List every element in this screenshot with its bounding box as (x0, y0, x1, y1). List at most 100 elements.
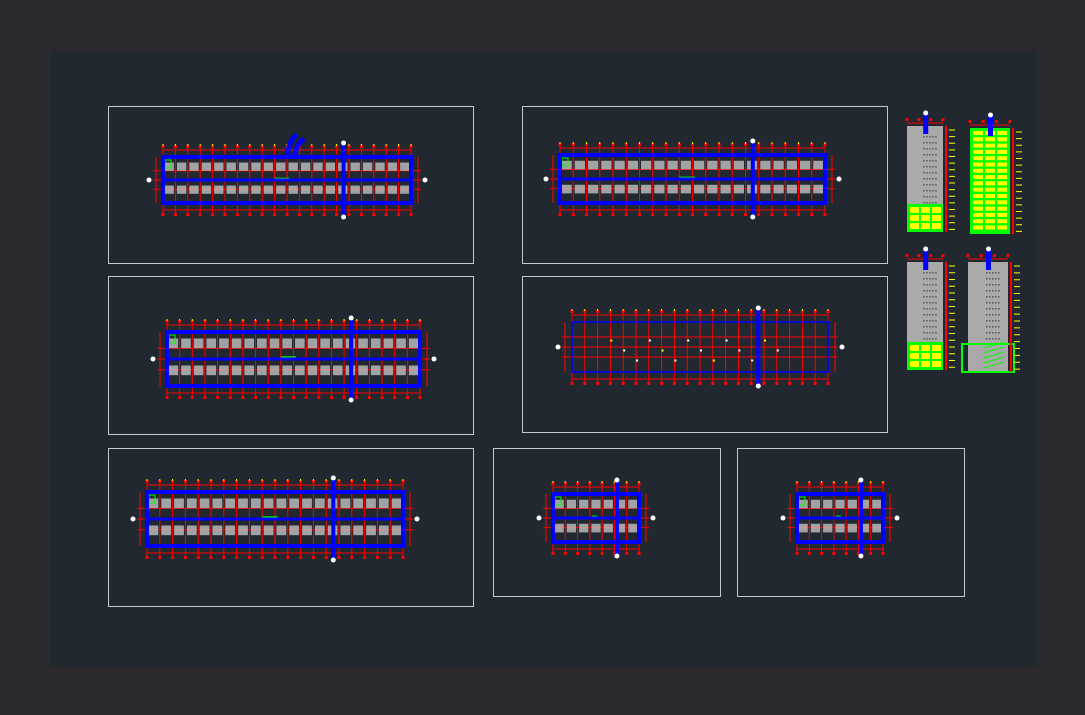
window-grid (932, 202, 934, 204)
window-grid (986, 296, 988, 298)
window-grid (995, 314, 997, 316)
axis-bubble (788, 310, 792, 313)
axis-tick (638, 481, 640, 483)
window-grid (935, 332, 937, 334)
room-furniture (276, 525, 287, 536)
axis-bubble (717, 143, 721, 146)
window-grid (935, 302, 937, 304)
axis-tick (419, 319, 421, 321)
axis-tick (338, 479, 340, 481)
column-marker (700, 349, 702, 352)
axis-bubble (359, 145, 363, 148)
window-grid (992, 314, 994, 316)
north-arrow-icon (348, 315, 354, 321)
axis-tick (784, 142, 786, 144)
axis-tick (609, 309, 611, 311)
window (973, 206, 983, 211)
axis-bubble (598, 143, 602, 146)
room-furniture (350, 185, 360, 194)
axis-bubble (600, 482, 604, 485)
axis-bubble (664, 143, 668, 146)
window (985, 137, 995, 142)
axis-bubble (596, 382, 600, 385)
axis-bubble (704, 143, 708, 146)
window (985, 219, 995, 224)
room-furniture (313, 162, 323, 171)
axis-bubble (638, 143, 641, 146)
window (973, 149, 983, 154)
window-grid (986, 278, 988, 280)
window-grid (929, 190, 931, 192)
room-furniture (176, 162, 187, 171)
window-grid (929, 326, 931, 328)
axis-bubble (165, 396, 169, 399)
window-grid (989, 338, 991, 340)
axis-bubble (324, 556, 328, 559)
window-grid (986, 326, 988, 328)
room-furniture (835, 523, 845, 533)
axis-bubble (600, 552, 604, 555)
window-grid (923, 278, 925, 280)
axis-tick (559, 142, 561, 144)
drawing-sheet-2 (522, 106, 888, 264)
entrance-marker (986, 248, 991, 270)
room-furniture (387, 185, 398, 194)
axis-bubble (405, 320, 409, 323)
exterior-wall (571, 321, 829, 373)
window-grid (989, 332, 991, 334)
window-grid (923, 178, 925, 180)
window-grid (998, 314, 1000, 316)
axis-bubble (299, 480, 303, 483)
drawing-sheet-3 (108, 276, 474, 435)
axis-bubble (393, 396, 397, 399)
window-grid (998, 338, 1000, 340)
room-furniture (823, 523, 833, 533)
room-furniture (353, 498, 364, 509)
window-grid (932, 190, 934, 192)
drawing-sheet-4 (522, 276, 888, 433)
axis-bubble (563, 482, 567, 485)
room-furniture (400, 162, 410, 171)
drawing-sheet-6 (493, 448, 721, 597)
axis-bubble (744, 143, 747, 146)
window-grid (998, 290, 1000, 292)
section-marker-icon (150, 356, 156, 362)
window (910, 215, 919, 221)
room-furniture (378, 498, 389, 509)
axis-tick (162, 144, 164, 146)
window-grid (926, 202, 928, 204)
axis-bubble (171, 556, 175, 559)
axis-tick (771, 142, 773, 144)
sheet-frame (522, 276, 888, 433)
axis-bubble (968, 120, 972, 123)
room-furniture (603, 499, 613, 509)
window-grid (932, 320, 934, 322)
axis-bubble (196, 480, 200, 483)
axis-tick (364, 479, 366, 481)
window (921, 361, 930, 367)
room-furniture (601, 160, 612, 170)
axis-bubble (216, 396, 220, 399)
axis-bubble (203, 320, 207, 323)
axis-bubble (672, 310, 676, 313)
axis-bubble (178, 396, 182, 399)
axis-bubble (634, 310, 638, 313)
axis-tick (217, 319, 219, 321)
ramp-wall (284, 132, 306, 158)
axis-tick (174, 144, 176, 146)
axis-tick (325, 479, 327, 481)
axis-bubble (810, 143, 814, 146)
room-furniture (628, 499, 638, 509)
room-furniture (574, 184, 585, 194)
window-grid (929, 196, 931, 198)
room-furniture (798, 523, 808, 533)
room-furniture (591, 523, 601, 533)
room-furniture (375, 162, 385, 171)
window-grid (989, 320, 991, 322)
room-furniture (340, 525, 351, 536)
axis-bubble (171, 480, 175, 483)
room-furniture (707, 184, 718, 194)
entrance-wall (349, 318, 354, 400)
window-grid (926, 160, 928, 162)
room-furniture (667, 160, 678, 170)
